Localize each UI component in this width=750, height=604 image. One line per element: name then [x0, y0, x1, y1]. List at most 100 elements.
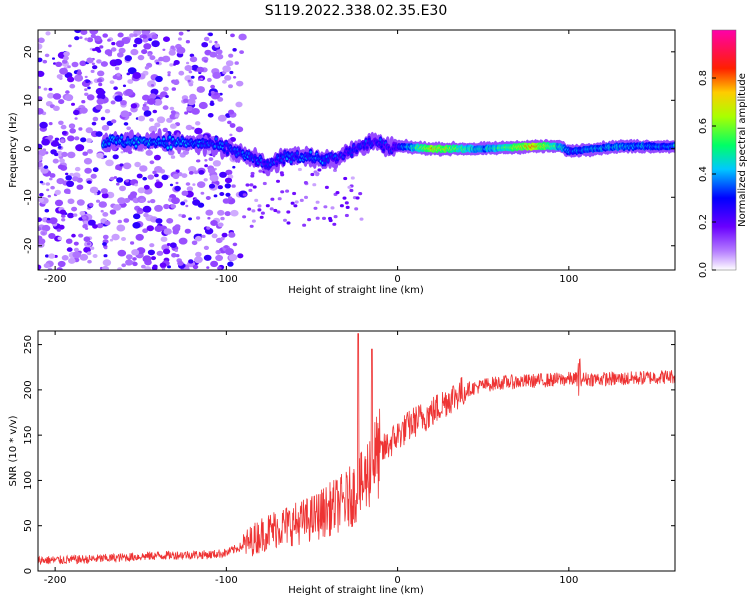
heatmap-noise-cell [222, 65, 231, 73]
heatmap-noise-cell [150, 88, 159, 96]
heatmap-noise-cell [222, 79, 227, 84]
heatmap-noise-cell [151, 34, 158, 40]
heatmap-noise-cell [229, 133, 233, 137]
heatmap-noise-cell [166, 243, 171, 246]
heatmap-noise-cell [324, 185, 329, 189]
heatmap-noise-cell [178, 213, 183, 217]
heatmap-noise-cell [181, 214, 187, 219]
heatmap-noise-cell [85, 127, 94, 134]
heatmap-noise-cell [59, 158, 65, 164]
heatmap-noise-cell [142, 37, 149, 43]
heatmap-noise-cell [147, 174, 155, 180]
heatmap-noise-cell [188, 166, 197, 173]
heatmap-noise-cell [86, 57, 94, 64]
heatmap-noise-cell [120, 151, 124, 154]
heatmap-noise-cell [67, 212, 75, 219]
heatmap-noise-cell [224, 245, 229, 249]
y-tick-label: 150 [23, 426, 34, 445]
heatmap-noise-cell [127, 79, 134, 84]
heatmap-noise-cell [123, 122, 129, 126]
heatmap-noise-cell [149, 243, 155, 248]
heatmap-ridge-core [253, 155, 257, 159]
heatmap-noise-cell [52, 57, 55, 60]
heatmap-noise-cell [215, 254, 224, 262]
heatmap-noise-cell [219, 171, 227, 178]
x-tick-label: 100 [559, 575, 578, 586]
heatmap-noise-cell [86, 37, 94, 43]
heatmap-noise-cell [117, 267, 123, 270]
heatmap-noise-cell [143, 110, 152, 117]
heatmap-noise-cell [94, 35, 102, 42]
heatmap-noise-cell [177, 260, 184, 266]
heatmap-noise-cell [188, 70, 193, 74]
heatmap-noise-cell [214, 40, 218, 44]
heatmap-noise-cell [74, 74, 84, 82]
heatmap-noise-cell [80, 137, 87, 143]
heatmap-ridge-core [309, 150, 312, 154]
heatmap-noise-cell [142, 205, 152, 213]
heatmap-noise-cell [170, 110, 176, 115]
heatmap-noise-cell [192, 183, 196, 186]
heatmap-noise-cell [56, 228, 61, 232]
snr-panel: -200 -100 0 100 0 50 100 150 200 250 Height of s… [8, 330, 676, 596]
heatmap-noise-cell [209, 174, 219, 182]
heatmap-noise-cell [144, 66, 150, 70]
heatmap-noise-cell [276, 210, 281, 214]
heatmap-noise-cell [174, 224, 181, 230]
heatmap-noise-cell [171, 197, 180, 205]
heatmap-noise-cell [139, 198, 145, 203]
heatmap-noise-cell [191, 240, 198, 246]
heatmap-ridge-core [350, 153, 353, 157]
heatmap-noise-cell [136, 173, 143, 179]
heatmap-noise-cell [236, 80, 244, 87]
heatmap-noise-cell [121, 263, 127, 268]
heatmap-noise-cell [47, 194, 51, 198]
heatmap-noise-cell [58, 180, 63, 184]
heatmap-ridge-core [355, 149, 358, 153]
heatmap-noise-cell [172, 173, 180, 180]
heatmap-noise-cell [235, 126, 244, 133]
heatmap-noise-cell [293, 204, 298, 208]
heatmap-noise-cell [84, 92, 89, 97]
heatmap-noise-cell [117, 197, 126, 205]
heatmap-noise-cell [186, 186, 194, 192]
heatmap-noise-cell [74, 30, 82, 34]
heatmap-noise-cell [86, 180, 91, 184]
heatmap-noise-cell [56, 267, 63, 270]
spectrogram-x-ticks: -200 -100 0 100 [44, 30, 578, 285]
heatmap-noise-cell [205, 209, 214, 216]
heatmap-noise-cell [195, 251, 202, 257]
x-tick-label: 100 [559, 274, 578, 285]
heatmap-noise-cell [196, 66, 205, 73]
heatmap-noise-cell [67, 135, 75, 142]
heatmap-noise-cell [260, 211, 265, 215]
heatmap-noise-cell [38, 37, 45, 44]
heatmap-ridge-core [323, 161, 327, 165]
x-tick-label: -200 [44, 575, 67, 586]
heatmap-noise-cell [143, 43, 152, 50]
heatmap-noise-cell [232, 242, 238, 247]
heatmap-noise-cell [125, 254, 133, 260]
heatmap-noise-cell [228, 232, 236, 238]
heatmap-ridge-core [108, 142, 111, 146]
heatmap-noise-cell [273, 208, 278, 213]
heatmap-noise-cell [192, 264, 199, 270]
colorbar-tick-label: 0.2 [698, 214, 709, 230]
heatmap-noise-cell [99, 45, 104, 49]
heatmap-noise-cell [119, 185, 126, 192]
heatmap-noise-cell [149, 55, 156, 61]
heatmap-noise-cell [193, 170, 199, 175]
heatmap-noise-cell [84, 75, 88, 79]
heatmap-noise-cell [57, 236, 63, 241]
heatmap-noise-cell [162, 127, 168, 133]
heatmap-noise-cell [121, 237, 126, 241]
heatmap-noise-cell [203, 245, 209, 250]
heatmap-noise-cell [142, 94, 150, 101]
heatmap-noise-cell [154, 181, 163, 189]
heatmap-noise-cell [104, 109, 111, 114]
heatmap-noise-cell [117, 219, 123, 224]
heatmap-noise-cell [154, 166, 163, 173]
colorbar-tick-label: 0.4 [698, 166, 709, 182]
heatmap-noise-cell [185, 204, 189, 208]
